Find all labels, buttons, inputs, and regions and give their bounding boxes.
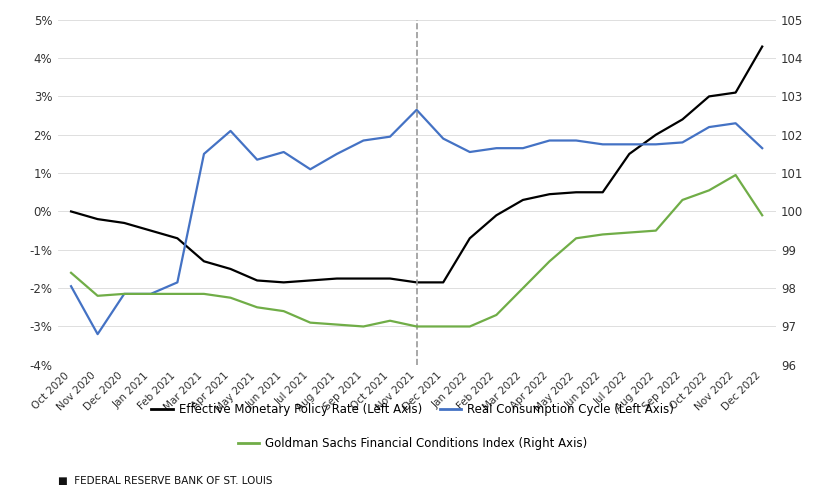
- Line: Real Consumption Cycle (Left Axis): Real Consumption Cycle (Left Axis): [71, 110, 762, 334]
- Goldman Sachs Financial Conditions Index (Right Axis): [544, 258, 554, 264]
- Goldman Sachs Financial Conditions Index (Right Axis): [412, 323, 422, 329]
- Effective Monetary Policy Rate (Left Axis): [172, 235, 182, 241]
- Goldman Sachs Financial Conditions Index (Right Axis): [518, 285, 528, 291]
- Effective Monetary Policy Rate (Left Axis): [146, 228, 156, 234]
- Effective Monetary Policy Rate (Left Axis): [252, 278, 262, 283]
- Real Consumption Cycle (Left Axis): [757, 145, 767, 151]
- Effective Monetary Policy Rate (Left Axis): [677, 116, 687, 122]
- Goldman Sachs Financial Conditions Index (Right Axis): [757, 212, 767, 218]
- Real Consumption Cycle (Left Axis): [438, 136, 448, 141]
- Goldman Sachs Financial Conditions Index (Right Axis): [120, 291, 130, 297]
- Text: ■  FEDERAL RESERVE BANK OF ST. LOUIS: ■ FEDERAL RESERVE BANK OF ST. LOUIS: [58, 476, 272, 486]
- Effective Monetary Policy Rate (Left Axis): [359, 276, 369, 282]
- Real Consumption Cycle (Left Axis): [625, 141, 634, 147]
- Real Consumption Cycle (Left Axis): [518, 145, 528, 151]
- Real Consumption Cycle (Left Axis): [225, 128, 235, 134]
- Real Consumption Cycle (Left Axis): [704, 124, 714, 130]
- Line: Goldman Sachs Financial Conditions Index (Right Axis): Goldman Sachs Financial Conditions Index…: [71, 175, 762, 326]
- Effective Monetary Policy Rate (Left Axis): [66, 209, 76, 214]
- Effective Monetary Policy Rate (Left Axis): [625, 151, 634, 157]
- Effective Monetary Policy Rate (Left Axis): [464, 235, 474, 241]
- Goldman Sachs Financial Conditions Index (Right Axis): [359, 323, 369, 329]
- Real Consumption Cycle (Left Axis): [598, 141, 608, 147]
- Effective Monetary Policy Rate (Left Axis): [305, 278, 315, 283]
- Goldman Sachs Financial Conditions Index (Right Axis): [598, 232, 608, 238]
- Effective Monetary Policy Rate (Left Axis): [438, 280, 448, 285]
- Effective Monetary Policy Rate (Left Axis): [412, 280, 422, 285]
- Effective Monetary Policy Rate (Left Axis): [651, 132, 661, 138]
- Effective Monetary Policy Rate (Left Axis): [704, 94, 714, 100]
- Goldman Sachs Financial Conditions Index (Right Axis): [225, 295, 235, 301]
- Effective Monetary Policy Rate (Left Axis): [385, 276, 395, 282]
- Goldman Sachs Financial Conditions Index (Right Axis): [464, 323, 474, 329]
- Goldman Sachs Financial Conditions Index (Right Axis): [66, 270, 76, 276]
- Goldman Sachs Financial Conditions Index (Right Axis): [571, 235, 581, 241]
- Goldman Sachs Financial Conditions Index (Right Axis): [305, 319, 315, 325]
- Real Consumption Cycle (Left Axis): [492, 145, 502, 151]
- Line: Effective Monetary Policy Rate (Left Axis): Effective Monetary Policy Rate (Left Axi…: [71, 46, 762, 282]
- Effective Monetary Policy Rate (Left Axis): [199, 258, 209, 264]
- Real Consumption Cycle (Left Axis): [66, 283, 76, 289]
- Goldman Sachs Financial Conditions Index (Right Axis): [332, 321, 342, 327]
- Real Consumption Cycle (Left Axis): [92, 331, 102, 337]
- Goldman Sachs Financial Conditions Index (Right Axis): [92, 293, 102, 299]
- Goldman Sachs Financial Conditions Index (Right Axis): [385, 318, 395, 324]
- Real Consumption Cycle (Left Axis): [332, 151, 342, 157]
- Goldman Sachs Financial Conditions Index (Right Axis): [252, 304, 262, 310]
- Real Consumption Cycle (Left Axis): [359, 138, 369, 143]
- Effective Monetary Policy Rate (Left Axis): [571, 189, 581, 195]
- Goldman Sachs Financial Conditions Index (Right Axis): [704, 187, 714, 193]
- Real Consumption Cycle (Left Axis): [199, 151, 209, 157]
- Legend: Goldman Sachs Financial Conditions Index (Right Axis): Goldman Sachs Financial Conditions Index…: [233, 433, 592, 455]
- Real Consumption Cycle (Left Axis): [385, 134, 395, 140]
- Real Consumption Cycle (Left Axis): [120, 291, 130, 297]
- Real Consumption Cycle (Left Axis): [279, 149, 289, 155]
- Goldman Sachs Financial Conditions Index (Right Axis): [625, 230, 634, 236]
- Effective Monetary Policy Rate (Left Axis): [279, 280, 289, 285]
- Goldman Sachs Financial Conditions Index (Right Axis): [199, 291, 209, 297]
- Goldman Sachs Financial Conditions Index (Right Axis): [279, 308, 289, 314]
- Real Consumption Cycle (Left Axis): [305, 166, 315, 172]
- Real Consumption Cycle (Left Axis): [571, 138, 581, 143]
- Goldman Sachs Financial Conditions Index (Right Axis): [146, 291, 156, 297]
- Effective Monetary Policy Rate (Left Axis): [332, 276, 342, 282]
- Effective Monetary Policy Rate (Left Axis): [598, 189, 608, 195]
- Goldman Sachs Financial Conditions Index (Right Axis): [731, 172, 741, 178]
- Effective Monetary Policy Rate (Left Axis): [92, 216, 102, 222]
- Real Consumption Cycle (Left Axis): [464, 149, 474, 155]
- Real Consumption Cycle (Left Axis): [172, 280, 182, 285]
- Real Consumption Cycle (Left Axis): [731, 120, 741, 126]
- Goldman Sachs Financial Conditions Index (Right Axis): [438, 323, 448, 329]
- Real Consumption Cycle (Left Axis): [146, 291, 156, 297]
- Goldman Sachs Financial Conditions Index (Right Axis): [677, 197, 687, 203]
- Legend: Effective Monetary Policy Rate (Left Axis), Real Consumption Cycle (Left Axis): Effective Monetary Policy Rate (Left Axi…: [147, 398, 678, 421]
- Effective Monetary Policy Rate (Left Axis): [757, 43, 767, 49]
- Real Consumption Cycle (Left Axis): [544, 138, 554, 143]
- Effective Monetary Policy Rate (Left Axis): [492, 212, 502, 218]
- Effective Monetary Policy Rate (Left Axis): [544, 191, 554, 197]
- Goldman Sachs Financial Conditions Index (Right Axis): [651, 228, 661, 234]
- Goldman Sachs Financial Conditions Index (Right Axis): [492, 312, 502, 318]
- Effective Monetary Policy Rate (Left Axis): [518, 197, 528, 203]
- Real Consumption Cycle (Left Axis): [651, 141, 661, 147]
- Effective Monetary Policy Rate (Left Axis): [120, 220, 130, 226]
- Effective Monetary Policy Rate (Left Axis): [225, 266, 235, 272]
- Goldman Sachs Financial Conditions Index (Right Axis): [172, 291, 182, 297]
- Real Consumption Cycle (Left Axis): [412, 107, 422, 113]
- Effective Monetary Policy Rate (Left Axis): [731, 90, 741, 96]
- Real Consumption Cycle (Left Axis): [252, 157, 262, 163]
- Real Consumption Cycle (Left Axis): [677, 140, 687, 145]
